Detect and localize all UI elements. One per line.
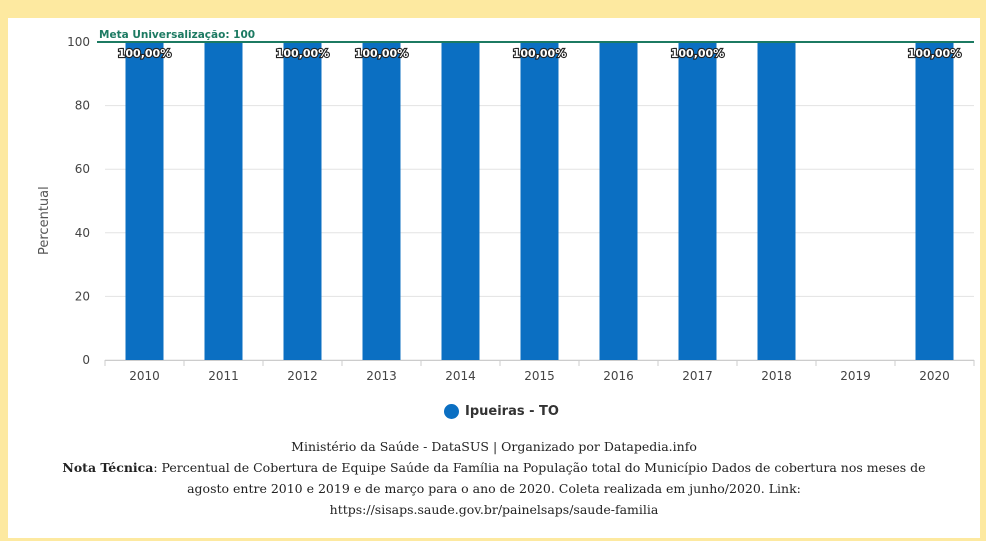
y-tick-100: 100 <box>67 35 90 49</box>
x-tick-2010: 2010 <box>129 369 160 383</box>
legend-label: Ipueiras - TO <box>465 403 559 419</box>
data-label-2013: 100,00% <box>355 47 408 60</box>
x-tick-2018: 2018 <box>761 369 792 383</box>
data-label-2010: 100,00% <box>118 47 171 60</box>
chart-card: 0 20 40 60 80 100 2010 2011 2012 2013 2014 2015 2016… <box>8 18 980 538</box>
bar-2013 <box>362 42 401 360</box>
bar-chart: 0 20 40 60 80 100 2010 2011 2012 2013 2014 2015 2016… <box>67 29 975 383</box>
y-axis-title: Percentual <box>37 186 52 255</box>
data-label-2012: 100,00% <box>276 47 329 60</box>
y-tick-80: 80 <box>75 99 90 113</box>
note-text: : Percentual de Cobertura de Equipe Saúd… <box>153 460 926 475</box>
bar-2015 <box>520 42 559 360</box>
legend-marker-icon <box>444 403 459 419</box>
technical-note-line2: agosto entre 2010 e 2019 e de março para… <box>187 481 801 496</box>
x-tick-2016: 2016 <box>603 369 634 383</box>
legend[interactable]: Ipueiras - TO <box>444 401 559 421</box>
x-tick-2020: 2020 <box>919 369 950 383</box>
x-tick-2011: 2011 <box>208 369 239 383</box>
data-label-2017: 100,00% <box>671 47 724 60</box>
data-label-2020: 100,00% <box>908 47 961 60</box>
y-tick-20: 20 <box>75 289 90 303</box>
x-tick-2012: 2012 <box>287 369 318 383</box>
x-tick-2019: 2019 <box>840 369 871 383</box>
y-tick-60: 60 <box>75 162 90 176</box>
y-tick-0: 0 <box>82 353 90 367</box>
x-tick-2015: 2015 <box>524 369 555 383</box>
bar-2018 <box>757 42 796 360</box>
note-label: Nota Técnica <box>62 460 154 475</box>
source-text: Ministério da Saúde - DataSUS | Organiza… <box>291 439 697 454</box>
source-link[interactable]: https://sisaps.saude.gov.br/painelsaps/s… <box>329 502 659 517</box>
bar-2012 <box>283 42 322 360</box>
bar-2017 <box>678 42 717 360</box>
bar-2014 <box>441 42 480 360</box>
x-tick-2014: 2014 <box>445 369 476 383</box>
technical-note: Nota Técnica: Percentual de Cobertura de… <box>8 457 980 478</box>
bar-2016 <box>599 42 638 360</box>
footer-notes: Ministério da Saúde - DataSUS | Organiza… <box>8 436 980 520</box>
bar-2020 <box>915 42 954 360</box>
data-label-2015: 100,00% <box>513 47 566 60</box>
x-tick-2017: 2017 <box>682 369 713 383</box>
bar-2010 <box>125 42 164 360</box>
x-tick-2013: 2013 <box>366 369 397 383</box>
reference-line-label: Meta Universalização: 100 <box>99 29 255 41</box>
y-tick-40: 40 <box>75 226 90 240</box>
bar-2011 <box>204 42 243 360</box>
